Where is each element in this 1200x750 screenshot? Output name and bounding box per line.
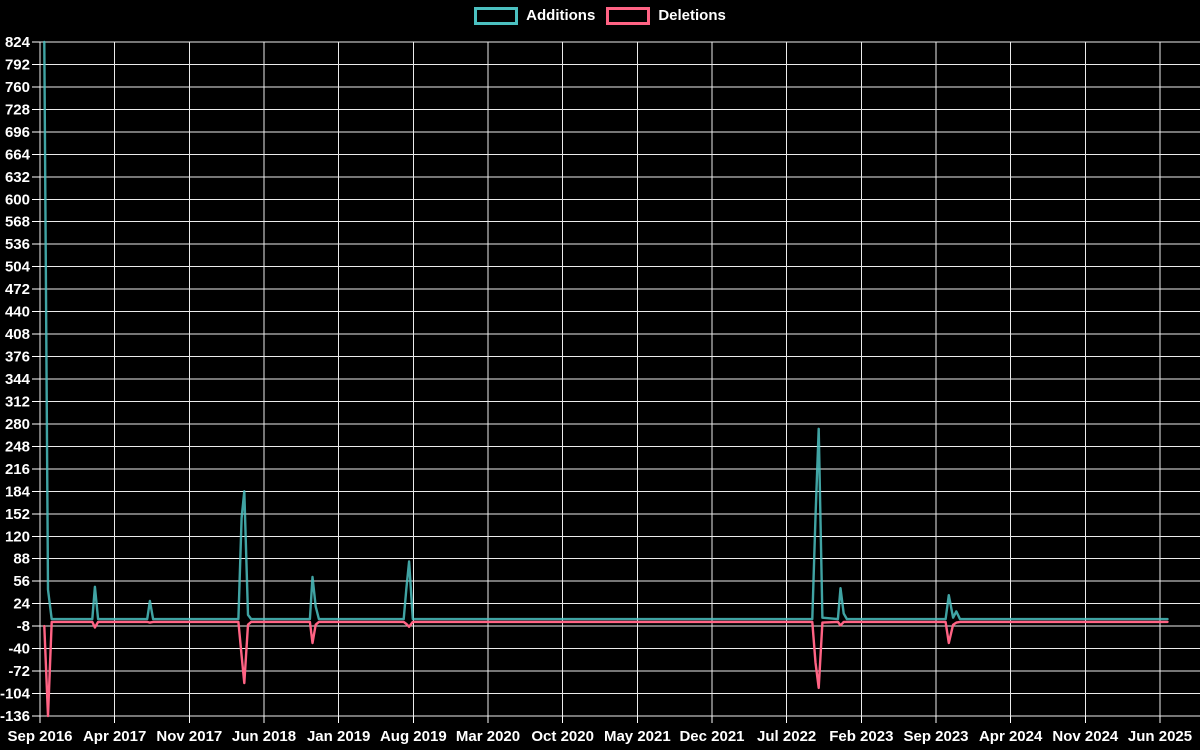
svg-text:696: 696 bbox=[5, 124, 30, 141]
svg-text:408: 408 bbox=[5, 326, 30, 343]
svg-text:Jan 2019: Jan 2019 bbox=[307, 728, 370, 745]
svg-text:Nov 2024: Nov 2024 bbox=[1052, 728, 1119, 745]
svg-text:632: 632 bbox=[5, 169, 30, 186]
svg-text:Jul 2022: Jul 2022 bbox=[757, 728, 816, 745]
svg-text:Sep 2023: Sep 2023 bbox=[903, 728, 968, 745]
svg-text:728: 728 bbox=[5, 101, 30, 118]
svg-text:May 2021: May 2021 bbox=[604, 728, 671, 745]
svg-text:600: 600 bbox=[5, 191, 30, 208]
svg-text:88: 88 bbox=[13, 551, 30, 568]
svg-text:792: 792 bbox=[5, 56, 30, 73]
legend-item-additions[interactable]: Additions bbox=[474, 7, 595, 25]
svg-text:Dec 2021: Dec 2021 bbox=[679, 728, 744, 745]
svg-text:472: 472 bbox=[5, 281, 30, 298]
deletions-swatch-icon bbox=[606, 7, 651, 25]
svg-text:24: 24 bbox=[13, 596, 30, 613]
svg-text:-136: -136 bbox=[0, 708, 30, 725]
svg-text:248: 248 bbox=[5, 438, 30, 455]
svg-text:-104: -104 bbox=[0, 686, 31, 703]
svg-text:Oct 2020: Oct 2020 bbox=[531, 728, 594, 745]
svg-text:Apr 2024: Apr 2024 bbox=[979, 728, 1043, 745]
svg-text:376: 376 bbox=[5, 349, 30, 366]
svg-text:Jun 2018: Jun 2018 bbox=[232, 728, 296, 745]
svg-text:Nov 2017: Nov 2017 bbox=[156, 728, 222, 745]
svg-text:312: 312 bbox=[5, 393, 30, 410]
svg-text:56: 56 bbox=[13, 573, 30, 590]
svg-text:184: 184 bbox=[5, 483, 31, 500]
svg-text:Jun 2025: Jun 2025 bbox=[1128, 728, 1192, 745]
svg-text:568: 568 bbox=[5, 214, 30, 231]
svg-text:-8: -8 bbox=[17, 618, 30, 635]
legend-item-deletions[interactable]: Deletions bbox=[606, 7, 726, 25]
svg-text:Apr 2017: Apr 2017 bbox=[83, 728, 146, 745]
svg-text:536: 536 bbox=[5, 236, 30, 253]
svg-text:Aug 2019: Aug 2019 bbox=[380, 728, 447, 745]
deletions-line bbox=[43, 620, 1169, 718]
legend-label-deletions: Deletions bbox=[658, 7, 726, 24]
svg-text:120: 120 bbox=[5, 528, 30, 545]
axis-ticks bbox=[32, 41, 1161, 723]
svg-text:-72: -72 bbox=[8, 663, 30, 680]
svg-text:Sep 2016: Sep 2016 bbox=[7, 728, 72, 745]
svg-text:-40: -40 bbox=[8, 641, 30, 658]
chart-legend: Additions Deletions bbox=[0, 7, 1200, 25]
svg-text:760: 760 bbox=[5, 79, 30, 96]
additions-line bbox=[43, 40, 1169, 621]
svg-text:216: 216 bbox=[5, 461, 30, 478]
svg-text:152: 152 bbox=[5, 506, 30, 523]
svg-text:504: 504 bbox=[5, 259, 31, 276]
svg-text:344: 344 bbox=[5, 371, 31, 388]
svg-text:Mar 2020: Mar 2020 bbox=[456, 728, 520, 745]
x-axis-labels: Sep 2016 Apr 2017 Nov 2017 Jun 2018 Jan 2019… bbox=[7, 728, 1192, 745]
legend-label-additions: Additions bbox=[526, 7, 596, 24]
gridlines bbox=[39, 41, 1200, 717]
svg-text:Feb 2023: Feb 2023 bbox=[829, 728, 893, 745]
svg-text:824: 824 bbox=[5, 34, 31, 51]
svg-text:280: 280 bbox=[5, 416, 30, 433]
additions-swatch-icon bbox=[474, 7, 519, 25]
svg-text:440: 440 bbox=[5, 304, 30, 321]
svg-text:664: 664 bbox=[5, 146, 31, 163]
y-axis-labels: 824 792 760 728 696 664 632 600 568 536 504 472 440 4… bbox=[0, 34, 31, 725]
